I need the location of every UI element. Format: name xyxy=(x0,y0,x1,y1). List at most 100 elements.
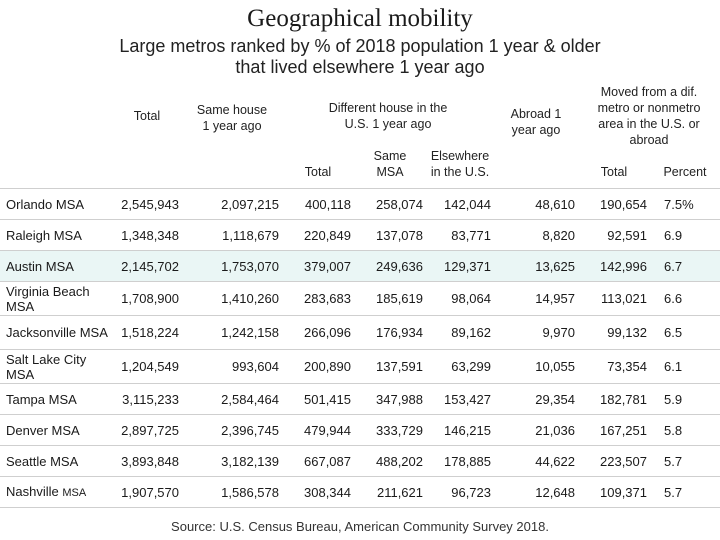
header-moved-group: Moved from a dif. metro or nonmetro area… xyxy=(597,85,701,147)
cell-moved-total: 99,132 xyxy=(578,315,650,350)
cell-percent: 5.7 xyxy=(650,445,720,477)
table-row: Denver MSA 2,897,725 2,396,745 479,944 3… xyxy=(0,414,720,446)
cell-elsewhere: 63,299 xyxy=(426,349,494,384)
cell-abroad: 12,648 xyxy=(494,476,578,508)
cell-total: 2,897,725 xyxy=(112,414,182,446)
subtitle-line-1: Large metros ranked by % of 2018 populat… xyxy=(119,36,601,56)
cell-same-msa: 211,621 xyxy=(354,476,426,508)
metro-name-main: Nashville xyxy=(6,483,59,499)
header-different-house-group: Different house in the U.S. 1 year ago xyxy=(328,101,448,131)
cell-moved-total: 142,996 xyxy=(578,250,650,282)
header-abroad: Abroad 1 year ago xyxy=(510,107,562,137)
metro-name: Nashville MSA xyxy=(0,476,112,508)
cell-diff-total: 501,415 xyxy=(282,383,354,415)
cell-same-msa: 249,636 xyxy=(354,250,426,282)
table-row: Seattle MSA 3,893,848 3,182,139 667,087 … xyxy=(0,445,720,477)
table-row: Virginia Beach MSA 1,708,900 1,410,260 2… xyxy=(0,281,720,316)
header-elsewhere: Elsewhere in the U.S. xyxy=(430,149,490,179)
header-same-msa: Same MSA xyxy=(373,149,407,179)
cell-total: 1,204,549 xyxy=(112,349,182,384)
cell-elsewhere: 153,427 xyxy=(426,383,494,415)
cell-elsewhere: 96,723 xyxy=(426,476,494,508)
cell-abroad: 13,625 xyxy=(494,250,578,282)
cell-total: 1,907,570 xyxy=(112,476,182,508)
cell-same-msa: 185,619 xyxy=(354,281,426,316)
cell-same-msa: 347,988 xyxy=(354,383,426,415)
cell-elsewhere: 178,885 xyxy=(426,445,494,477)
metro-name: Jacksonville MSA xyxy=(0,315,112,350)
cell-abroad: 14,957 xyxy=(494,281,578,316)
metro-name-suffix: MSA xyxy=(62,486,87,499)
header-percent: Percent xyxy=(663,165,707,179)
cell-same-house: 2,584,464 xyxy=(182,383,282,415)
subtitle-line-2: that lived elsewhere 1 year ago xyxy=(235,57,485,77)
cell-moved-total: 109,371 xyxy=(578,476,650,508)
metro-name: Tampa MSA xyxy=(0,383,112,415)
metro-name: Orlando MSA xyxy=(0,188,112,220)
table-row: Salt Lake City MSA 1,204,549 993,604 200… xyxy=(0,349,720,384)
cell-diff-total: 283,683 xyxy=(282,281,354,316)
cell-percent: 6.6 xyxy=(650,281,720,316)
cell-moved-total: 73,354 xyxy=(578,349,650,384)
metro-name: Denver MSA xyxy=(0,414,112,446)
cell-same-house: 1,586,578 xyxy=(182,476,282,508)
cell-same-msa: 333,729 xyxy=(354,414,426,446)
cell-moved-total: 113,021 xyxy=(578,281,650,316)
cell-elsewhere: 89,162 xyxy=(426,315,494,350)
cell-total: 1,708,900 xyxy=(112,281,182,316)
cell-diff-total: 379,007 xyxy=(282,250,354,282)
cell-same-house: 1,242,158 xyxy=(182,315,282,350)
cell-abroad: 44,622 xyxy=(494,445,578,477)
page-title: Geographical mobility xyxy=(247,5,473,32)
cell-same-house: 3,182,139 xyxy=(182,445,282,477)
cell-abroad: 9,970 xyxy=(494,315,578,350)
cell-elsewhere: 146,215 xyxy=(426,414,494,446)
header-total: Total xyxy=(133,109,161,123)
cell-diff-total: 200,890 xyxy=(282,349,354,384)
mobility-table: Total Same house 1 year ago Different ho… xyxy=(0,84,720,508)
cell-percent: 6.9 xyxy=(650,219,720,251)
cell-elsewhere: 129,371 xyxy=(426,250,494,282)
cell-abroad: 8,820 xyxy=(494,219,578,251)
cell-same-house: 1,118,679 xyxy=(182,219,282,251)
metro-name: Austin MSA xyxy=(0,250,112,282)
cell-abroad: 29,354 xyxy=(494,383,578,415)
table-row: Jacksonville MSA 1,518,224 1,242,158 266… xyxy=(0,315,720,350)
cell-diff-total: 308,344 xyxy=(282,476,354,508)
cell-moved-total: 190,654 xyxy=(578,188,650,220)
cell-elsewhere: 142,044 xyxy=(426,188,494,220)
cell-same-msa: 176,934 xyxy=(354,315,426,350)
cell-percent: 5.9 xyxy=(650,383,720,415)
header-same-house: Same house 1 year ago xyxy=(196,103,268,133)
cell-same-msa: 488,202 xyxy=(354,445,426,477)
table-row: Raleigh MSA 1,348,348 1,118,679 220,849 … xyxy=(0,219,720,251)
cell-total: 3,893,848 xyxy=(112,445,182,477)
header-moved-total: Total xyxy=(600,165,628,179)
cell-same-house: 2,396,745 xyxy=(182,414,282,446)
header-row-bottom: Total Same MSA Elsewhere in the U.S. Tot… xyxy=(0,148,720,189)
cell-percent: 6.1 xyxy=(650,349,720,384)
table-row: Nashville MSA 1,907,570 1,586,578 308,34… xyxy=(0,476,720,508)
cell-same-house: 1,410,260 xyxy=(182,281,282,316)
cell-percent: 5.7 xyxy=(650,476,720,508)
cell-same-house: 2,097,215 xyxy=(182,188,282,220)
cell-same-msa: 258,074 xyxy=(354,188,426,220)
table-row: Tampa MSA 3,115,233 2,584,464 501,415 34… xyxy=(0,383,720,415)
cell-moved-total: 223,507 xyxy=(578,445,650,477)
metro-name: Seattle MSA xyxy=(0,445,112,477)
cell-percent: 6.7 xyxy=(650,250,720,282)
cell-same-house: 993,604 xyxy=(182,349,282,384)
metro-name: Raleigh MSA xyxy=(0,219,112,251)
cell-abroad: 10,055 xyxy=(494,349,578,384)
cell-total: 2,545,943 xyxy=(112,188,182,220)
cell-same-house: 1,753,070 xyxy=(182,250,282,282)
cell-diff-total: 266,096 xyxy=(282,315,354,350)
metro-name: Salt Lake City MSA xyxy=(0,349,112,384)
header-diff-total: Total xyxy=(304,165,332,179)
cell-abroad: 48,610 xyxy=(494,188,578,220)
table-row: Orlando MSA 2,545,943 2,097,215 400,118 … xyxy=(0,188,720,220)
cell-diff-total: 479,944 xyxy=(282,414,354,446)
page-subtitle: Large metros ranked by % of 2018 populat… xyxy=(60,36,660,78)
cell-moved-total: 92,591 xyxy=(578,219,650,251)
